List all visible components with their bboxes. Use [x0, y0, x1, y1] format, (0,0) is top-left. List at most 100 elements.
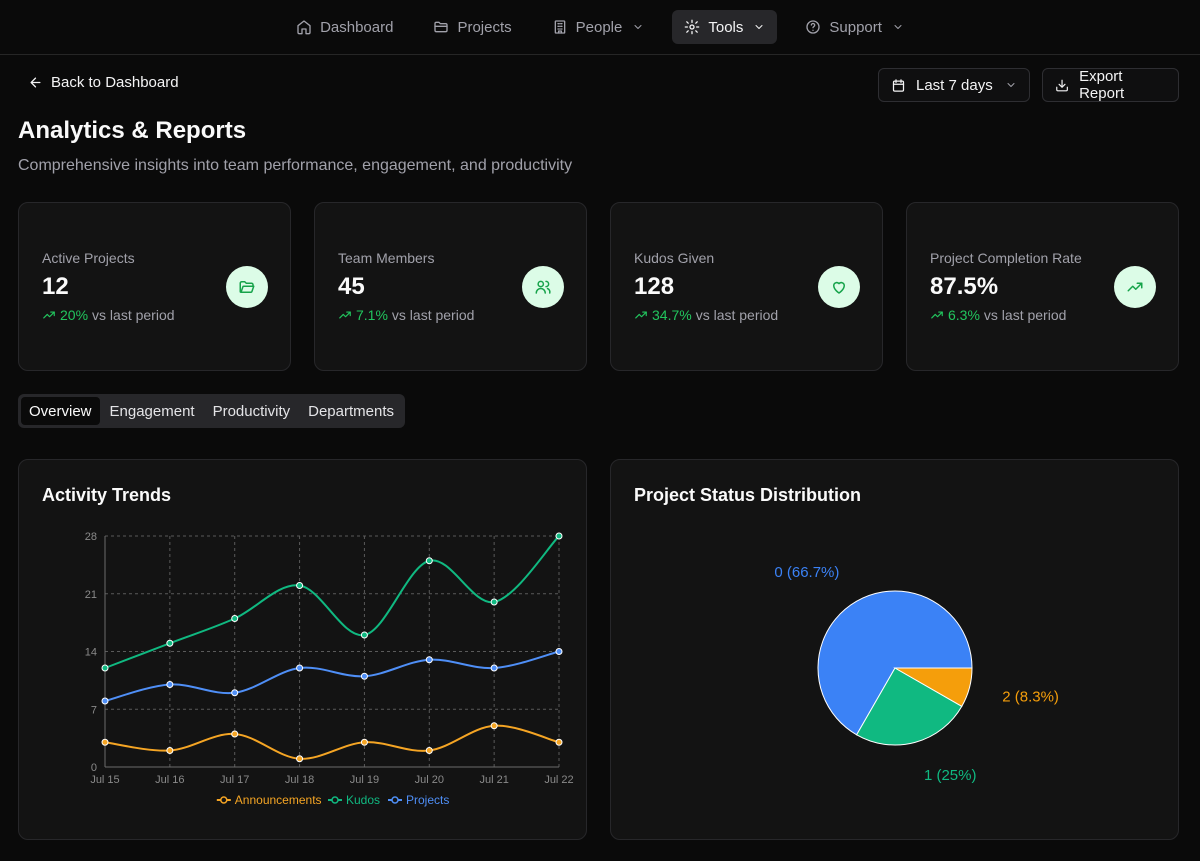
- legend-label-kudos: Kudos: [346, 793, 380, 807]
- stat-label: Team Members: [338, 250, 435, 266]
- series-line-projects: [104, 650, 560, 702]
- stat-delta-suffix: vs last period: [983, 307, 1067, 323]
- export-report-button[interactable]: Export Report: [1042, 68, 1179, 102]
- data-point-announcements: [360, 738, 368, 746]
- stat-delta-percent: 20%: [60, 307, 89, 323]
- data-point-projects: [555, 648, 563, 655]
- data-point-announcements: [490, 722, 498, 730]
- data-point-kudos: [101, 664, 109, 672]
- page-title: Analytics & Reports: [18, 117, 247, 144]
- data-point-projects: [360, 672, 368, 680]
- project-status-title: Project Status Distribution: [634, 485, 862, 505]
- stat-value: 45: [338, 273, 365, 300]
- date-range-value: Last 7 days: [916, 76, 993, 94]
- stat-delta-suffix: vs last period: [391, 307, 475, 323]
- y-tick-label: 7: [91, 704, 97, 716]
- y-tick-label: 14: [85, 647, 97, 659]
- nav-projects[interactable]: Projects: [421, 10, 523, 44]
- data-point-kudos: [296, 582, 304, 589]
- nav-people[interactable]: People: [540, 10, 657, 44]
- nav-dashboard[interactable]: Dashboard: [284, 10, 405, 44]
- trending-up-icon: [931, 311, 943, 319]
- export-report-label: Export Report: [1079, 68, 1125, 102]
- data-point-kudos: [425, 557, 433, 565]
- folder-icon: [434, 21, 449, 33]
- project-status-chart: 0 (66.7%) 1 (25%) 2 (8.3%): [774, 564, 1059, 784]
- y-tick-label: 0: [91, 762, 97, 774]
- stat-delta-percent: 34.7%: [652, 307, 692, 323]
- stat-label: Active Projects: [42, 250, 135, 266]
- data-point-projects: [231, 689, 239, 697]
- heart-icon: [833, 281, 845, 294]
- trending-up-icon: [43, 311, 55, 319]
- data-point-projects: [425, 656, 433, 664]
- stat-card-active-projects: Active Projects 12 20% vs last period: [18, 202, 291, 371]
- data-point-kudos: [555, 532, 563, 540]
- folder-open-icon: [239, 281, 255, 293]
- x-tick-label: Jul 15: [90, 774, 119, 786]
- trending-up-icon: [339, 311, 351, 319]
- data-point-projects: [490, 664, 498, 672]
- stat-card-kudos-given: Kudos Given 128 34.7% vs last period: [610, 202, 883, 371]
- data-point-projects: [296, 664, 304, 672]
- arrow-left-icon: [30, 77, 41, 88]
- stat-icon-badge: [1114, 266, 1156, 308]
- nav-support-label: Support: [829, 18, 882, 36]
- home-icon: [297, 20, 311, 35]
- data-point-kudos: [360, 631, 368, 639]
- legend-marker-kudos: [331, 796, 339, 804]
- stat-value: 87.5%: [930, 273, 999, 300]
- date-range-select[interactable]: Last 7 days: [878, 68, 1030, 102]
- tab-productivity[interactable]: Productivity: [212, 402, 291, 420]
- report-tabs: Overview Engagement Productivity Departm…: [18, 394, 405, 428]
- back-to-dashboard-link[interactable]: Back to Dashboard: [28, 74, 179, 91]
- data-point-announcements: [425, 747, 433, 754]
- nav-support[interactable]: Support: [793, 10, 916, 44]
- trending-up-icon: [635, 311, 647, 319]
- x-tick-label: Jul 21: [479, 774, 508, 786]
- legend-marker-announcements: [220, 796, 228, 804]
- page-subtitle: Comprehensive insights into team perform…: [18, 157, 573, 174]
- chevron-down-icon: [755, 25, 763, 29]
- pie-label-1: 1 (25%): [924, 767, 977, 784]
- back-link-label: Back to Dashboard: [51, 74, 179, 91]
- data-point-announcements: [296, 755, 304, 763]
- activity-trends-panel: Activity Trends 0 7 14 21 28 Jul 15 Jul 16 Jul …: [18, 459, 587, 840]
- nav-projects-label: Projects: [457, 18, 512, 36]
- data-point-announcements: [231, 730, 239, 738]
- pie-slice-2: [893, 667, 973, 708]
- chevron-down-icon: [1007, 83, 1015, 87]
- data-point-kudos: [490, 598, 498, 606]
- tab-overview[interactable]: Overview: [21, 397, 100, 425]
- stat-value: 128: [634, 273, 675, 300]
- project-status-panel: Project Status Distribution 0 (66.7%) 1 (…: [610, 459, 1179, 840]
- stat-icon-badge: [818, 266, 860, 308]
- stat-card-completion-rate: Project Completion Rate 87.5% 6.3% vs la…: [906, 202, 1179, 371]
- download-icon: [1056, 79, 1068, 91]
- data-point-announcements: [555, 738, 563, 746]
- stat-value: 12: [42, 273, 69, 300]
- nav-people-label: People: [575, 18, 623, 36]
- stat-delta-percent: 6.3%: [948, 307, 980, 323]
- nav-tools[interactable]: Tools: [672, 10, 778, 44]
- tab-departments[interactable]: Departments: [308, 402, 394, 420]
- chevron-down-icon: [894, 25, 902, 29]
- activity-trends-chart: 0 7 14 21 28 Jul 15 Jul 16 Jul 17 Jul 18 Jul 19 Ju…: [85, 531, 574, 807]
- chevron-down-icon: [634, 25, 642, 29]
- stat-delta-suffix: vs last period: [695, 307, 779, 323]
- data-point-projects: [101, 697, 109, 705]
- tab-engagement[interactable]: Engagement: [109, 402, 195, 420]
- pie-label-0: 0 (66.7%): [774, 564, 839, 581]
- x-tick-label: Jul 19: [350, 774, 379, 786]
- pie-slice-1: [855, 667, 963, 746]
- data-point-projects: [166, 681, 174, 688]
- stat-delta: 34.7% vs last period: [634, 307, 778, 323]
- series-line-kudos: [104, 535, 560, 669]
- nav-tools-label: Tools: [708, 18, 744, 36]
- legend-label-announcements: Announcements: [235, 793, 322, 807]
- stat-label: Project Completion Rate: [930, 250, 1082, 266]
- gear-icon: [685, 19, 700, 35]
- trending-up-icon: [1127, 282, 1143, 292]
- data-point-kudos: [166, 639, 174, 647]
- legend-label-projects: Projects: [406, 793, 449, 807]
